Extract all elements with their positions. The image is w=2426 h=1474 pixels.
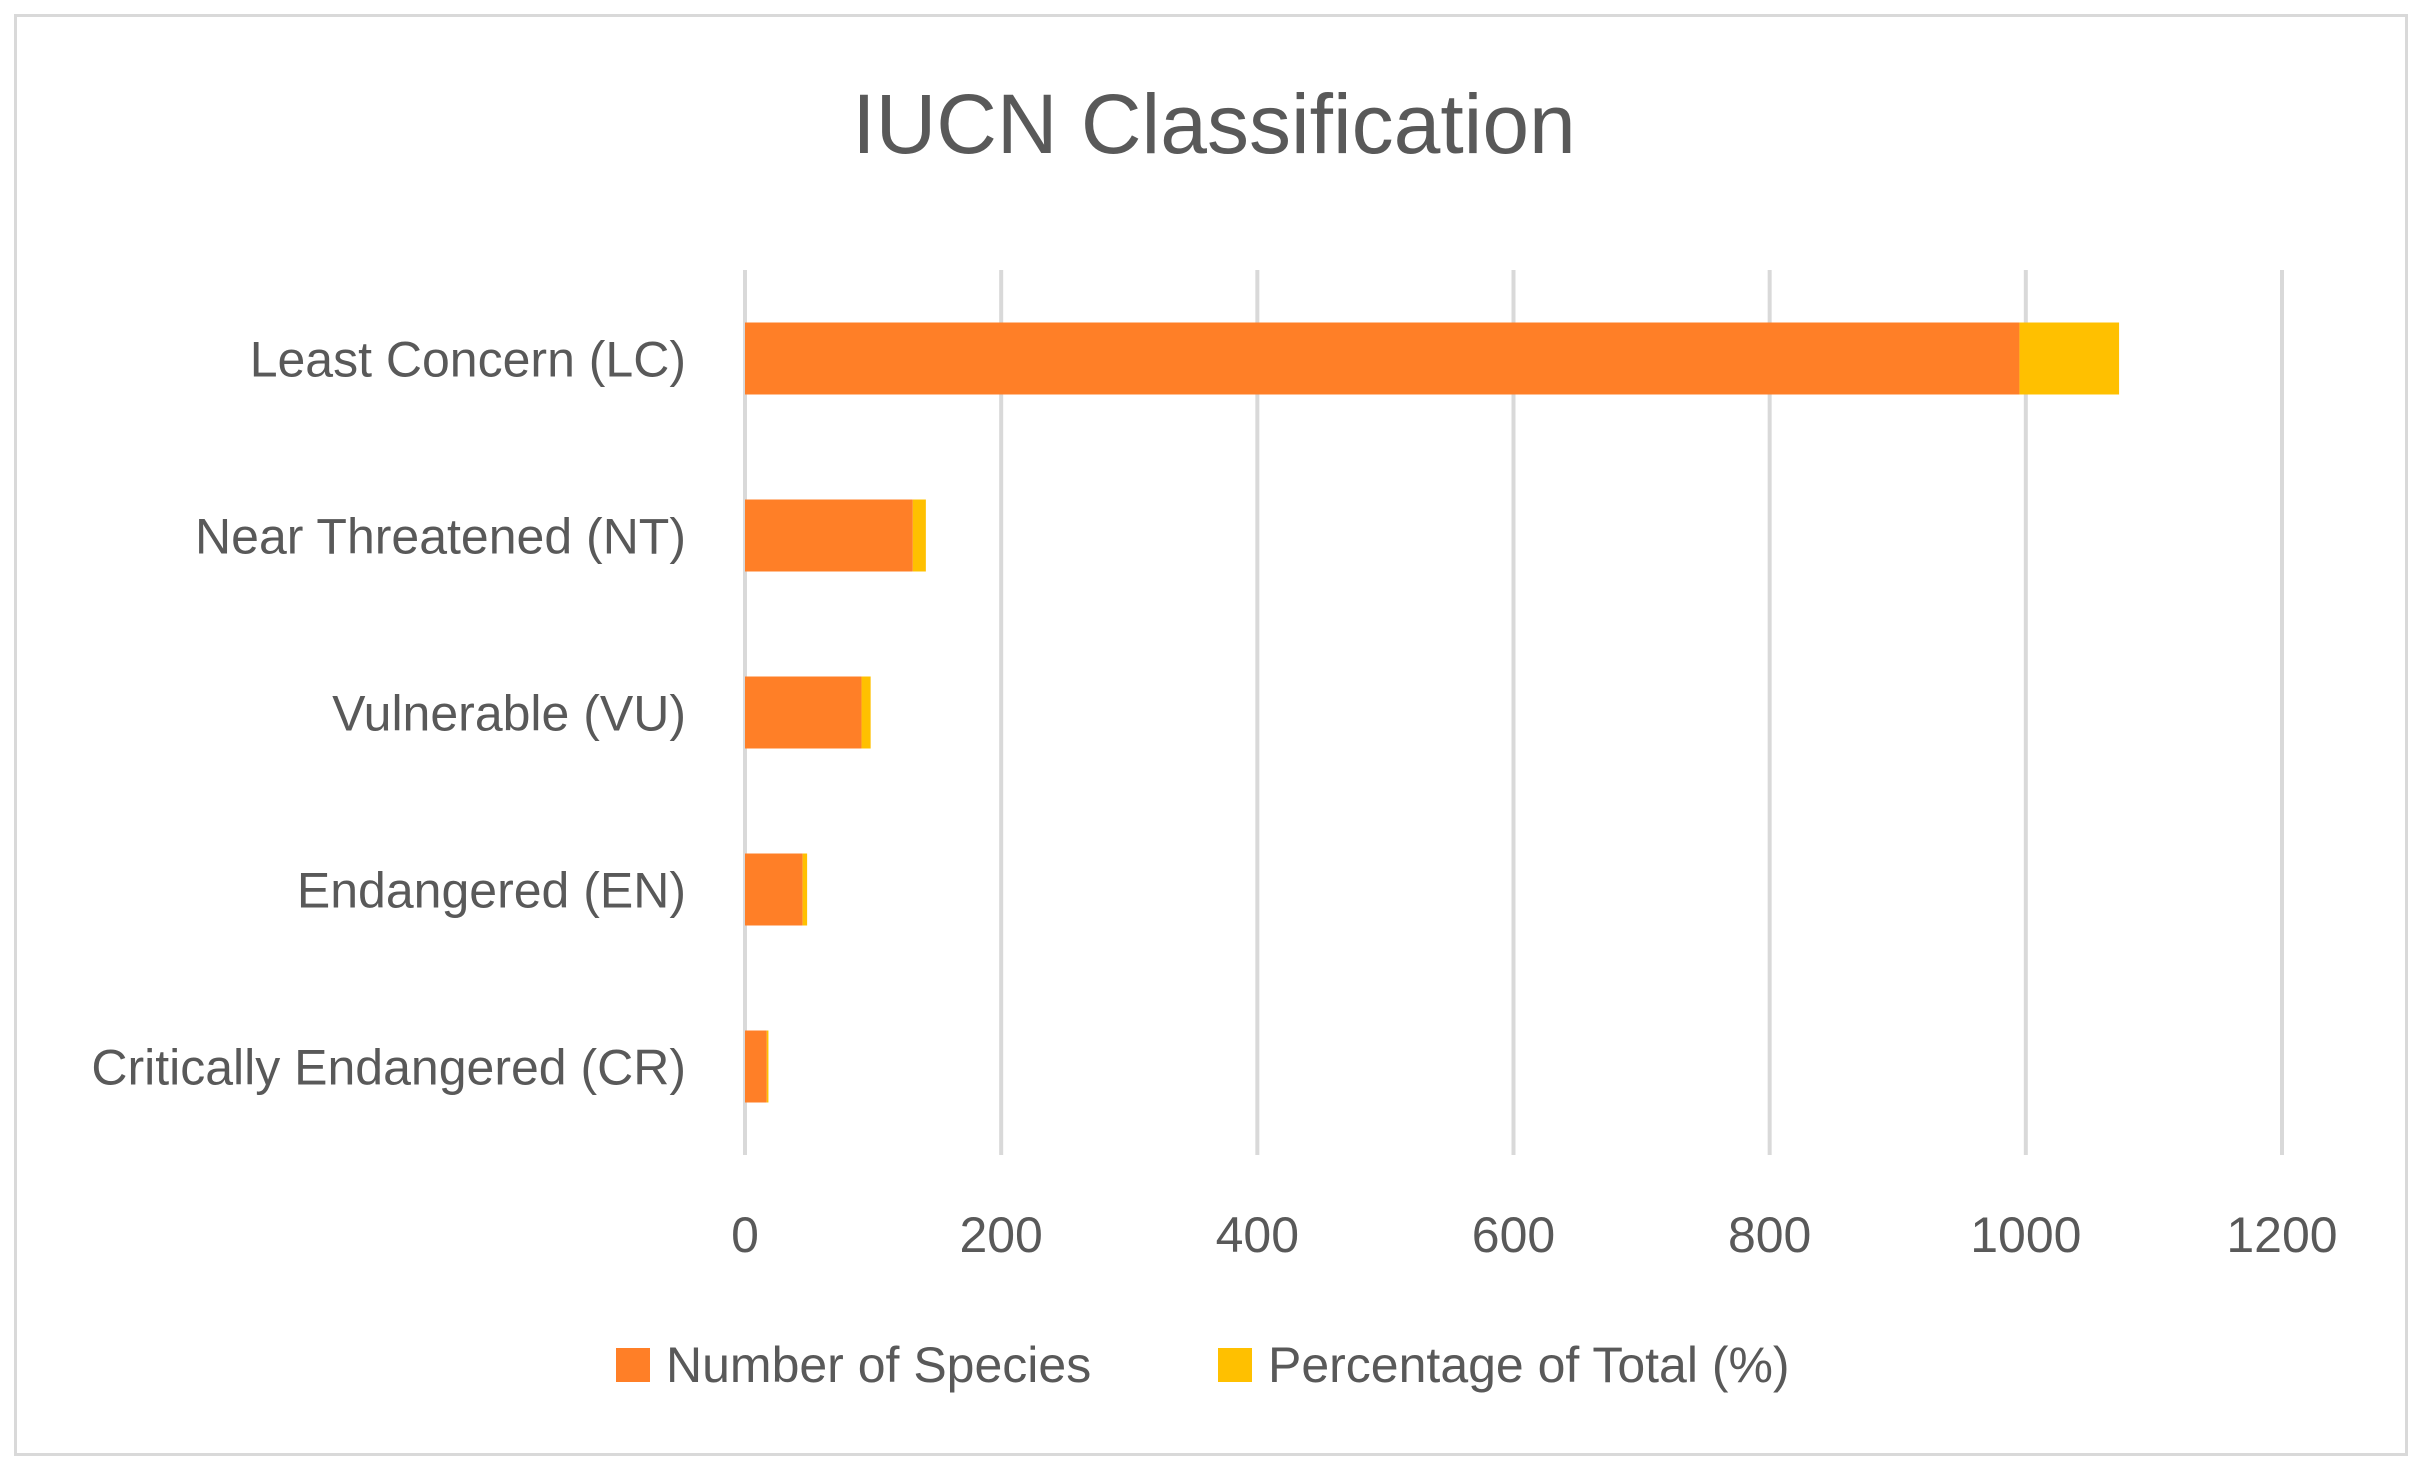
category-label-layer: Least Concern (LC) Near Threatened (NT) Vu… xyxy=(91,332,686,1096)
bar-number-of-species xyxy=(745,853,803,926)
bar-percentage-of-total xyxy=(861,676,871,749)
x-tick-label: 600 xyxy=(1472,1207,1555,1263)
bar-percentage-of-total xyxy=(2019,322,2120,395)
bar-number-of-species xyxy=(745,1030,767,1103)
x-tick-label: 400 xyxy=(1216,1207,1299,1263)
category-label: Endangered (EN) xyxy=(297,863,686,919)
legend-label: Percentage of Total (%) xyxy=(1268,1337,1790,1393)
legend-item: Percentage of Total (%) xyxy=(1218,1337,1790,1393)
x-tick-label: 0 xyxy=(731,1207,759,1263)
chart-title: IUCN Classification xyxy=(852,77,1576,171)
category-label: Near Threatened (NT) xyxy=(195,509,686,565)
bar-percentage-of-total xyxy=(912,499,926,572)
bar-number-of-species xyxy=(745,322,2020,395)
legend-swatch xyxy=(1218,1348,1252,1382)
grid-layer xyxy=(743,270,2284,1155)
legend-label: Number of Species xyxy=(666,1337,1091,1393)
bar-number-of-species xyxy=(745,499,913,572)
chart-frame xyxy=(14,14,2408,1456)
category-label: Least Concern (LC) xyxy=(250,332,686,388)
bar-percentage-of-total xyxy=(802,853,808,926)
bar-percentage-of-total xyxy=(766,1030,769,1103)
bar-layer xyxy=(745,322,2120,1103)
legend: Number of Species Percentage of Total (%) xyxy=(616,1337,1790,1393)
x-tick-label: 200 xyxy=(959,1207,1042,1263)
category-label: Vulnerable (VU) xyxy=(332,686,686,742)
category-label: Critically Endangered (CR) xyxy=(91,1040,686,1096)
x-tick-label: 1200 xyxy=(2226,1207,2337,1263)
legend-swatch xyxy=(616,1348,650,1382)
x-tick-layer: 0 200 400 600 800 1000 1200 xyxy=(731,1207,2338,1263)
x-tick-label: 800 xyxy=(1728,1207,1811,1263)
legend-item: Number of Species xyxy=(616,1337,1091,1393)
x-tick-label: 1000 xyxy=(1970,1207,2081,1263)
bar-number-of-species xyxy=(745,676,862,749)
